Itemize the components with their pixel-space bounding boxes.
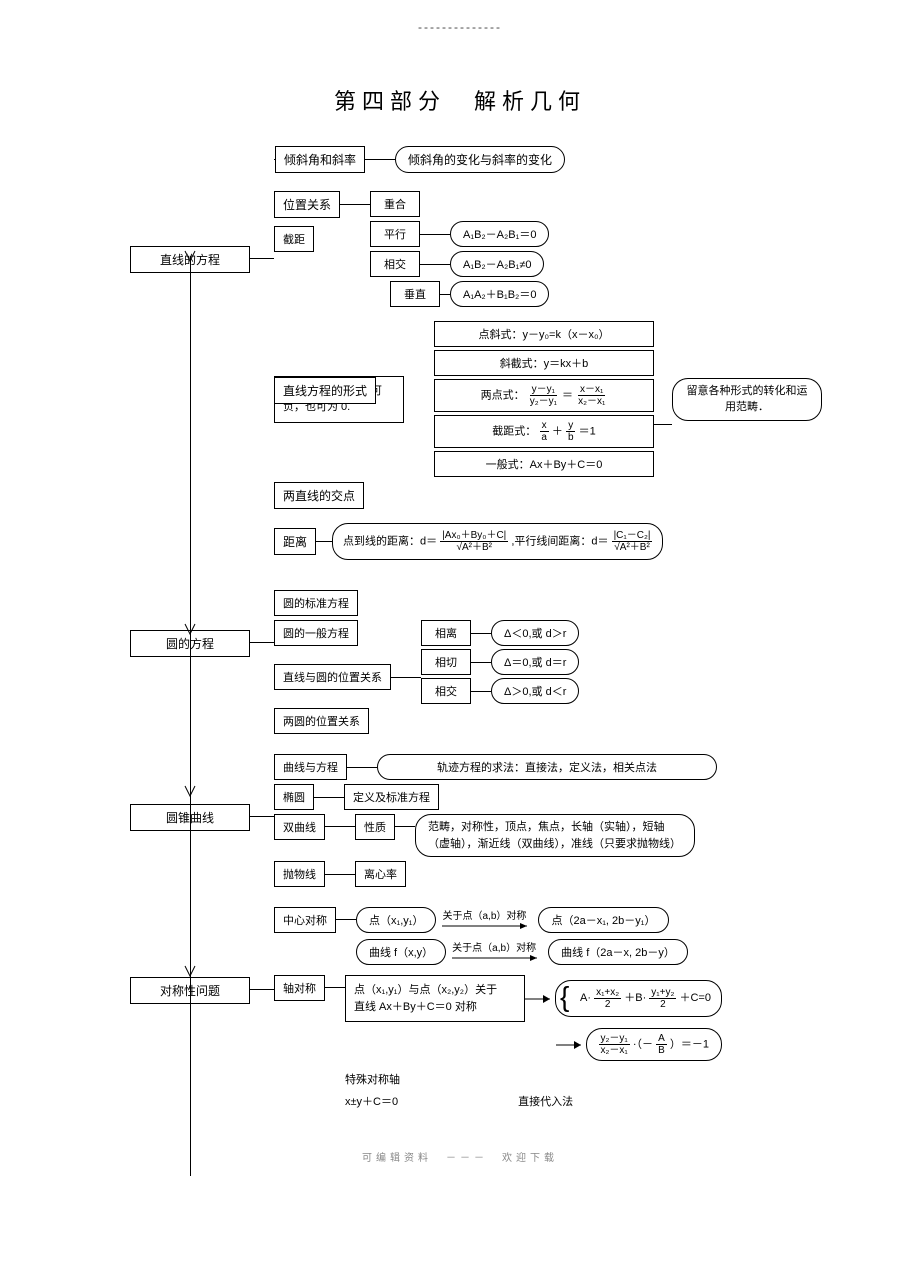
merge: 重合 xyxy=(370,191,420,217)
dist-formula: 点到线的距离：d＝ |Ax₀＋By₀＋C|√A²＋B² ,平行线间距离：d＝ |… xyxy=(332,523,663,560)
intercept-box: 截距 xyxy=(274,226,314,252)
form-slope-int: 斜截式：y＝kx＋b xyxy=(434,350,654,376)
sym-special: 特殊对称轴 xyxy=(345,1071,400,1087)
sym-slope: y₂－y₁x₂－x₁ ·（－ AB ）＝－1 xyxy=(586,1028,722,1061)
circle-two: 两圆的位置关系 xyxy=(274,708,369,734)
arrow-down-3 xyxy=(185,786,197,798)
sym-special-eq: x±y＋C＝0 xyxy=(345,1093,398,1109)
sym-cv-arrow-label: 关于点（a,b）对称 xyxy=(446,939,548,965)
conic-para: 抛物线 xyxy=(274,861,325,887)
arrow-down-2 xyxy=(185,624,197,636)
slope-box: 倾斜角和斜率 xyxy=(275,146,365,173)
arrow-right-2 xyxy=(556,1039,586,1051)
page-title: 第四部分 解析几何 xyxy=(30,84,890,116)
conic-curve: 曲线与方程 xyxy=(274,754,347,780)
arrow-down-1 xyxy=(185,251,197,263)
sym-direct: 直接代入法 xyxy=(518,1093,573,1109)
footer: 可编辑资料 －－－ 欢迎下载 xyxy=(30,1149,890,1164)
sym-cv: 曲线 f（x,y） xyxy=(356,939,446,965)
tan: 相切 xyxy=(421,649,471,675)
sym-pt2: 点（2a－x₁, 2b－y₁） xyxy=(538,907,668,933)
conic-ellipse: 椭圆 xyxy=(274,784,314,810)
form-pt-slope: 点斜式：y－y₀=k（x－x₀） xyxy=(434,321,654,347)
cross: 相交 xyxy=(370,251,420,277)
d1: Δ＜0,或 d＞r xyxy=(491,620,579,646)
d3: Δ＞0,或 d＜r xyxy=(491,678,579,704)
d2: Δ＝0,或 d＝r xyxy=(491,649,579,675)
sym-pt: 点（x₁,y₁） xyxy=(356,907,436,933)
pos-box: 位置关系 xyxy=(274,191,340,218)
f1: A₁B₂－A₂B₁＝0 xyxy=(450,221,549,247)
prop-note: 范畴，对称性，顶点，焦点，长轴（实轴），短轴（虚轴），渐近线（双曲线），准线（只… xyxy=(415,814,695,857)
f2: A₁B₂－A₂B₁≠0 xyxy=(450,251,544,277)
conic-ecc: 离心率 xyxy=(355,861,406,887)
arrow-down-4 xyxy=(185,966,197,978)
dist-box: 距离 xyxy=(274,528,316,555)
main-spine xyxy=(190,256,191,1176)
arrow-right-1 xyxy=(525,993,555,1005)
sym-axis: 轴对称 xyxy=(274,975,325,1001)
circle-line-rel: 直线与圆的位置关系 xyxy=(274,664,391,690)
sym-mid: { A· x₁+x₂2 ＋B· y₁+y₂2 ＋C=0 xyxy=(555,980,722,1017)
sep: 相离 xyxy=(421,620,471,646)
perp: 垂直 xyxy=(390,281,440,307)
forms-box: 直线方程的形式 xyxy=(274,377,376,404)
header-dashes: -------------- xyxy=(30,20,890,34)
slope-note: 倾斜角的变化与斜率的变化 xyxy=(395,146,565,173)
f3: A₁A₂＋B₁B₂＝0 xyxy=(450,281,549,307)
circle-std: 圆的标准方程 xyxy=(274,590,358,616)
sym-line-cond: 点（x₁,y₁）与点（x₂,y₂）关于 直线 Ax＋By＋C＝0 对称 xyxy=(345,975,525,1022)
form-general: 一般式：Ax＋By＋C＝0 xyxy=(434,451,654,477)
form-intercept: 截距式： xa ＋ yb ＝1 xyxy=(434,415,654,448)
conic-prop: 性质 xyxy=(355,814,395,840)
traj-note: 轨迹方程的求法：直接法，定义法，相关点法 xyxy=(377,754,717,780)
parallel: 平行 xyxy=(370,221,420,247)
conic-def: 定义及标准方程 xyxy=(344,784,439,810)
conic-hyper: 双曲线 xyxy=(274,814,325,840)
int: 相交 xyxy=(421,678,471,704)
intersection-box: 两直线的交点 xyxy=(274,482,364,509)
sym-cv2: 曲线 f（2a－x, 2b－y） xyxy=(548,939,688,965)
sym-pt-arrow-label: 关于点（a,b）对称 xyxy=(436,907,538,933)
circle-gen: 圆的一般方程 xyxy=(274,620,358,646)
sym-center: 中心对称 xyxy=(274,907,336,933)
